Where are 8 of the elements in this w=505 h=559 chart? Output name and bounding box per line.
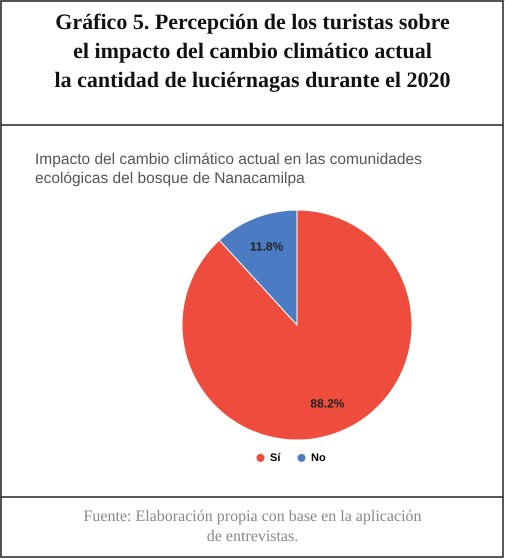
pie-slice (182, 210, 412, 440)
legend-label: Sí (270, 452, 282, 464)
chart-subtitle: Impacto del cambio climático actual en las comunidades ecológicas del bosque de Nanacamilpa (35, 151, 422, 187)
chart-title: Gráfico 5. Percepción de los turistas sobre el impacto del cambio climático actual la cantidad de luciérnagas durante el 2020 (54, 9, 451, 92)
legend-label: No (311, 452, 326, 464)
data-label: 88.2% (310, 396, 345, 410)
data-label: 11.8% (250, 240, 284, 254)
source-note: Fuente: Elaboración propia con base en la aplicación de entrevistas. (83, 508, 422, 545)
